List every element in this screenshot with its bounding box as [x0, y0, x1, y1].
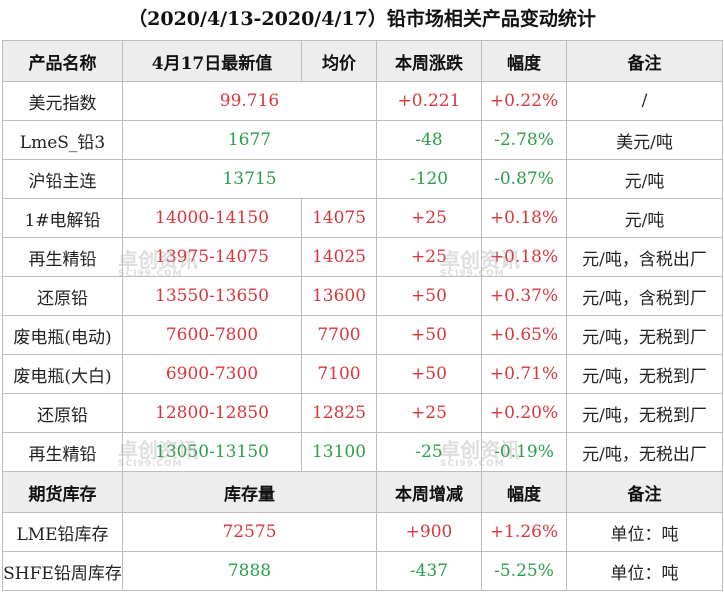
- note-cell: 美元/吨: [566, 120, 723, 160]
- change-percent: +0.20%: [481, 393, 567, 433]
- table-row: 美元指数 99.716 +0.221 +0.22% /: [2, 81, 723, 121]
- column-header: 幅度: [481, 40, 567, 82]
- column-header: 本周增减: [376, 471, 482, 513]
- column-header: 均价: [301, 40, 377, 82]
- weekly-change: +25: [376, 198, 482, 238]
- latest-value: 6900-7300: [122, 354, 302, 394]
- product-name: LmeS_铅3: [2, 120, 123, 160]
- weekly-change: +0.221: [376, 81, 482, 121]
- table-header-row: 期货库存 库存量 本周增减 幅度 备注: [2, 471, 723, 513]
- note-cell: 元/吨: [566, 159, 723, 199]
- inventory-qty: 7888: [122, 551, 377, 591]
- change-percent: +0.71%: [481, 354, 567, 394]
- note-cell: /: [566, 81, 723, 121]
- column-header: 4月17日最新值: [122, 40, 302, 82]
- note-cell: 元/吨，无税出厂: [566, 432, 723, 472]
- column-header: 产品名称: [2, 40, 123, 82]
- table-row: 还原铅 13550-13650 13600 +50 +0.37% 元/吨，含税到厂: [2, 276, 723, 316]
- product-name: 沪铅主连: [2, 159, 123, 199]
- inventory-name: SHFE铅周库存: [2, 551, 123, 591]
- weekly-change: +50: [376, 354, 482, 394]
- product-name: 还原铅: [2, 393, 123, 433]
- change-percent: +0.18%: [481, 237, 567, 277]
- average-value: 13600: [301, 276, 377, 316]
- weekly-change: +900: [376, 512, 482, 552]
- average-value: 7700: [301, 315, 377, 355]
- column-header: 本周涨跌: [376, 40, 482, 82]
- product-name: 废电瓶(大白): [2, 354, 123, 394]
- note-cell: 元/吨，无税到厂: [566, 393, 723, 433]
- latest-value: 14000-14150: [122, 198, 302, 238]
- table-row: 再生精铅 13975-14075 14025 +25 +0.18% 元/吨，含税出厂: [2, 237, 723, 277]
- inventory-qty: 72575: [122, 512, 377, 552]
- table-row: LME铅库存 72575 +900 +1.26% 单位：吨: [2, 512, 723, 552]
- inventory-name: LME铅库存: [2, 512, 123, 552]
- note-cell: 单位：吨: [566, 512, 723, 552]
- latest-value: 13715: [122, 159, 377, 199]
- change-percent: +0.37%: [481, 276, 567, 316]
- average-value: 12825: [301, 393, 377, 433]
- average-value: 7100: [301, 354, 377, 394]
- table-row: LmeS_铅3 1677 -48 -2.78% 美元/吨: [2, 120, 723, 160]
- product-name: 1#电解铅: [2, 198, 123, 238]
- weekly-change: +25: [376, 237, 482, 277]
- change-percent: -0.87%: [481, 159, 567, 199]
- weekly-change: +50: [376, 315, 482, 355]
- latest-value: 13975-14075: [122, 237, 302, 277]
- note-cell: 元/吨，含税出厂: [566, 237, 723, 277]
- column-header: 幅度: [481, 471, 567, 513]
- product-name: 再生精铅: [2, 432, 123, 472]
- weekly-change: -48: [376, 120, 482, 160]
- latest-value: 12800-12850: [122, 393, 302, 433]
- table-row: 还原铅 12800-12850 12825 +25 +0.20% 元/吨，无税到厂: [2, 393, 723, 433]
- table-row: 废电瓶(大白) 6900-7300 7100 +50 +0.71% 元/吨，无税到厂: [2, 354, 723, 394]
- average-value: 13100: [301, 432, 377, 472]
- table-row: SHFE铅周库存 7888 -437 -5.25% 单位：吨: [2, 551, 723, 591]
- lead-market-table: 产品名称 4月17日最新值 均价 本周涨跌 幅度 备注 美元指数 99.716 +0.221 +0…: [2, 40, 723, 591]
- weekly-change: -25: [376, 432, 482, 472]
- table-row: 废电瓶(电动) 7600-7800 7700 +50 +0.65% 元/吨，无税到厂: [2, 315, 723, 355]
- product-name: 美元指数: [2, 81, 123, 121]
- product-name: 废电瓶(电动): [2, 315, 123, 355]
- average-value: 14075: [301, 198, 377, 238]
- weekly-change: +25: [376, 393, 482, 433]
- change-percent: +0.22%: [481, 81, 567, 121]
- weekly-change: -120: [376, 159, 482, 199]
- latest-value: 13550-13650: [122, 276, 302, 316]
- change-percent: +0.65%: [481, 315, 567, 355]
- latest-value: 7600-7800: [122, 315, 302, 355]
- column-header: 期货库存: [2, 471, 123, 513]
- note-cell: 元/吨: [566, 198, 723, 238]
- table-row: 沪铅主连 13715 -120 -0.87% 元/吨: [2, 159, 723, 199]
- note-cell: 元/吨，无税到厂: [566, 354, 723, 394]
- table-header-row: 产品名称 4月17日最新值 均价 本周涨跌 幅度 备注: [2, 40, 723, 82]
- change-percent: -0.19%: [481, 432, 567, 472]
- latest-value: 1677: [122, 120, 377, 160]
- note-cell: 单位：吨: [566, 551, 723, 591]
- product-name: 还原铅: [2, 276, 123, 316]
- table-row: 再生精铅 13050-13150 13100 -25 -0.19% 元/吨，无税出厂: [2, 432, 723, 472]
- latest-value: 99.716: [122, 81, 377, 121]
- change-percent: +1.26%: [481, 512, 567, 552]
- latest-value: 13050-13150: [122, 432, 302, 472]
- change-percent: +0.18%: [481, 198, 567, 238]
- weekly-change: +50: [376, 276, 482, 316]
- table-row: 1#电解铅 14000-14150 14075 +25 +0.18% 元/吨: [2, 198, 723, 238]
- column-header: 备注: [566, 40, 723, 82]
- column-header: 备注: [566, 471, 723, 513]
- weekly-change: -437: [376, 551, 482, 591]
- page-title: （2020/4/13-2020/4/17）铅市场相关产品变动统计: [128, 8, 596, 30]
- product-name: 再生精铅: [2, 237, 123, 277]
- column-header: 库存量: [122, 471, 377, 513]
- average-value: 14025: [301, 237, 377, 277]
- change-percent: -2.78%: [481, 120, 567, 160]
- note-cell: 元/吨，含税到厂: [566, 276, 723, 316]
- change-percent: -5.25%: [481, 551, 567, 591]
- note-cell: 元/吨，无税到厂: [566, 315, 723, 355]
